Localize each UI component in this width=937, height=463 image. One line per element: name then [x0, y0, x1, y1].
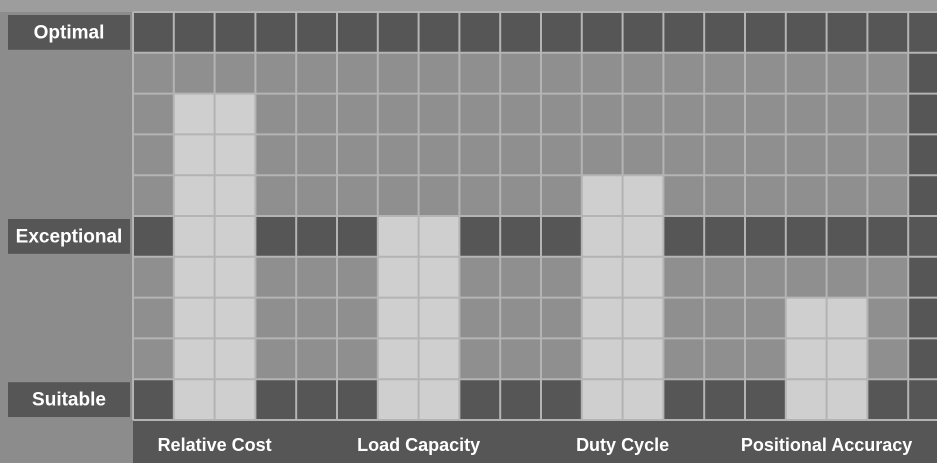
tick-label-box	[8, 15, 130, 50]
category-band	[133, 421, 937, 463]
y-tick-label: Suitable	[32, 390, 106, 411]
x-tick-label: Relative Cost	[158, 435, 272, 455]
tick-label-box	[8, 382, 130, 417]
tick-row	[133, 216, 937, 257]
tick-label-box	[8, 219, 130, 254]
y-tick-label: Exceptional	[16, 226, 123, 247]
tick-row	[133, 12, 937, 53]
y-tick-label: Optimal	[34, 22, 105, 43]
x-tick-label: Load Capacity	[357, 435, 480, 455]
x-tick-label: Duty Cycle	[576, 435, 669, 455]
x-tick-label: Positional Accuracy	[741, 435, 912, 455]
